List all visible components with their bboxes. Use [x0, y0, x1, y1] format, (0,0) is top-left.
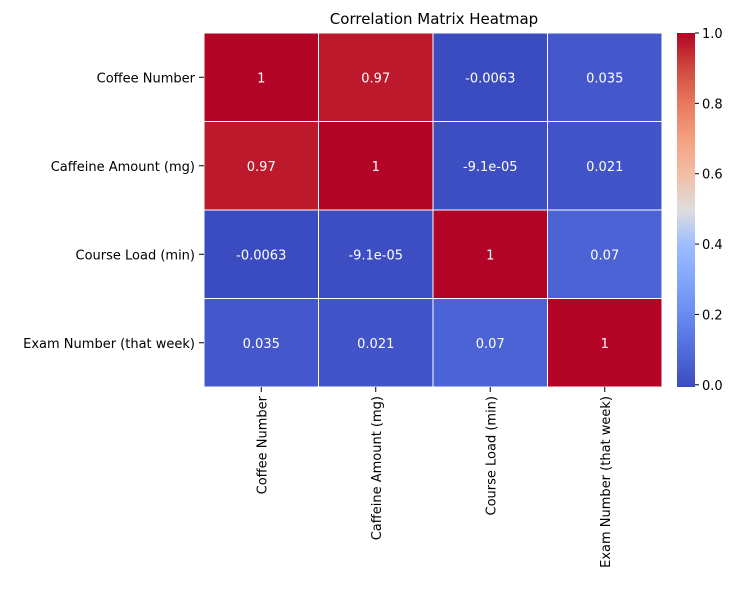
colorbar-tick-label: 0.2 [702, 308, 723, 323]
heatmap-cell [318, 121, 434, 211]
heatmap-cell [203, 298, 319, 388]
cell-value-label: -9.1e-05 [463, 160, 518, 175]
x-tick-label: Exam Number (that week) [599, 396, 614, 568]
cell-value-label: 1 [372, 160, 380, 175]
heatmap-cell [203, 32, 319, 122]
cell-value-label: 0.021 [586, 160, 623, 175]
colorbar-tick-label: 0.4 [702, 238, 723, 253]
cell-value-label: -0.0063 [465, 71, 515, 86]
y-tick-label: Caffeine Amount (mg) [51, 160, 195, 175]
cell-value-label: 1 [601, 337, 609, 352]
heatmap-cell [547, 298, 663, 388]
heatmap-cell [547, 121, 663, 211]
heatmap-cell [318, 298, 434, 388]
cell-value-label: 0.07 [590, 248, 619, 263]
cell-value-label: 0.97 [247, 160, 276, 175]
heatmap-cell [318, 32, 434, 122]
heatmap-cell [318, 209, 434, 299]
cell-value-label: -9.1e-05 [348, 248, 403, 263]
heatmap-cells: 1 0.97 -0.0063 0.035 0.97 1 -9.1e-05 0.021 -0.00… [203, 32, 663, 388]
cell-value-label: 0.035 [243, 337, 280, 352]
y-tick-label: Coffee Number [97, 71, 196, 86]
colorbar-gradient [677, 33, 695, 387]
y-tick-label: Course Load (min) [76, 248, 196, 263]
cell-value-label: 1 [486, 248, 494, 263]
colorbar-tick-label: 0.8 [702, 97, 723, 112]
heatmap-cell [432, 32, 548, 122]
cell-value-label: 0.021 [357, 337, 394, 352]
colorbar-tick-label: 0.0 [702, 379, 723, 394]
y-tick-label: Exam Number (that week) [23, 337, 195, 352]
heatmap-cell [432, 298, 548, 388]
cell-value-label: 0.035 [586, 71, 623, 86]
chart-title: Correlation Matrix Heatmap [330, 10, 538, 28]
x-tick-label: Caffeine Amount (mg) [370, 396, 385, 540]
colorbar-tick-label: 0.6 [702, 168, 723, 183]
cell-value-label: 0.07 [476, 337, 505, 352]
cell-value-label: -0.0063 [236, 248, 286, 263]
cell-value-label: 0.97 [361, 71, 390, 86]
x-tick-labels: Coffee Number Caffeine Amount (mg) Course … [255, 387, 614, 568]
x-tick-label: Coffee Number [255, 395, 270, 494]
colorbar: 0.0 0.2 0.4 0.6 0.8 1.0 [677, 27, 723, 394]
x-tick-label: Course Load (min) [484, 396, 499, 516]
heatmap-cell [547, 32, 663, 122]
heatmap-cell [547, 209, 663, 299]
heatmap-cell [203, 121, 319, 211]
colorbar-tick-label: 1.0 [702, 27, 723, 42]
y-tick-labels: Coffee Number Caffeine Amount (mg) Course … [23, 71, 204, 352]
cell-value-label: 1 [257, 71, 265, 86]
